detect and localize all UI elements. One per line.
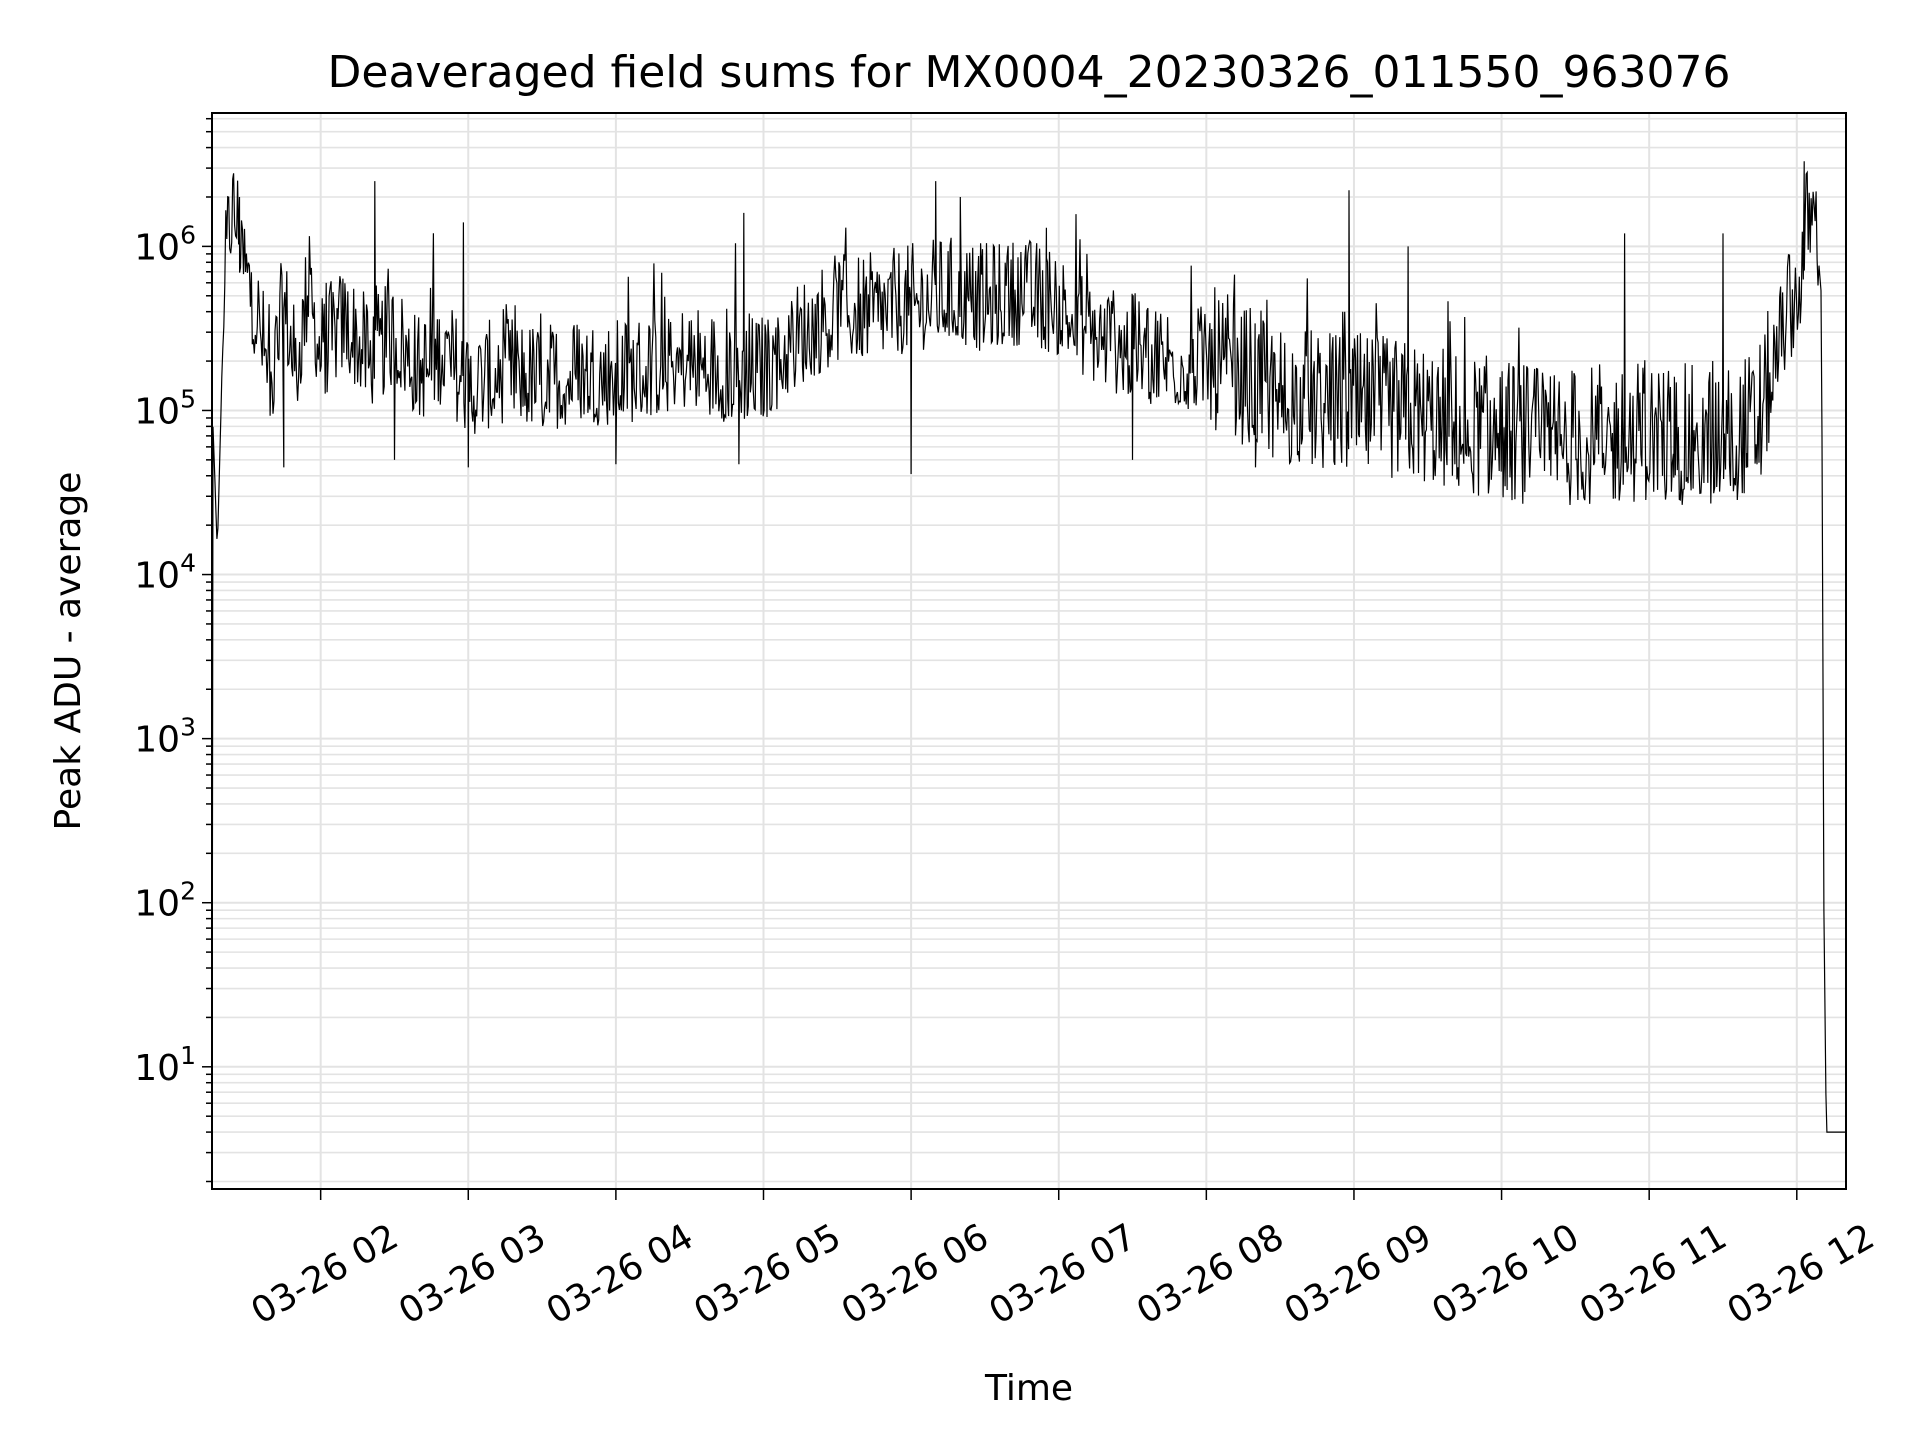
y-tick-base: 10 xyxy=(134,391,180,432)
y-tick-base: 10 xyxy=(134,720,180,761)
x-axis-label: Time xyxy=(984,1368,1073,1409)
chart-title: Deaveraged field sums for MX0004_2023032… xyxy=(328,47,1731,98)
y-tick-exponent: 6 xyxy=(180,220,196,249)
y-tick-label: 104 xyxy=(134,549,196,597)
y-tick-label: 103 xyxy=(134,713,196,761)
y-tick-base: 10 xyxy=(134,227,180,268)
y-tick-base: 10 xyxy=(134,1048,180,1089)
data-series xyxy=(211,161,1846,1182)
y-tick-exponent: 3 xyxy=(180,713,196,742)
y-tick-label: 102 xyxy=(134,877,196,925)
y-tick-exponent: 5 xyxy=(180,384,196,413)
y-axis-label: Peak ADU - average xyxy=(48,472,89,831)
series-line xyxy=(211,161,1846,1182)
y-tick-label: 105 xyxy=(134,384,196,432)
y-tick-label: 106 xyxy=(134,220,196,268)
y-tick-label: 101 xyxy=(134,1041,196,1089)
y-tick-exponent: 2 xyxy=(180,877,196,906)
y-tick-base: 10 xyxy=(134,884,180,925)
y-tick-exponent: 4 xyxy=(180,549,196,578)
y-tick-exponent: 1 xyxy=(180,1041,196,1070)
plot-frame xyxy=(211,112,1847,1190)
y-tick-base: 10 xyxy=(134,556,180,597)
